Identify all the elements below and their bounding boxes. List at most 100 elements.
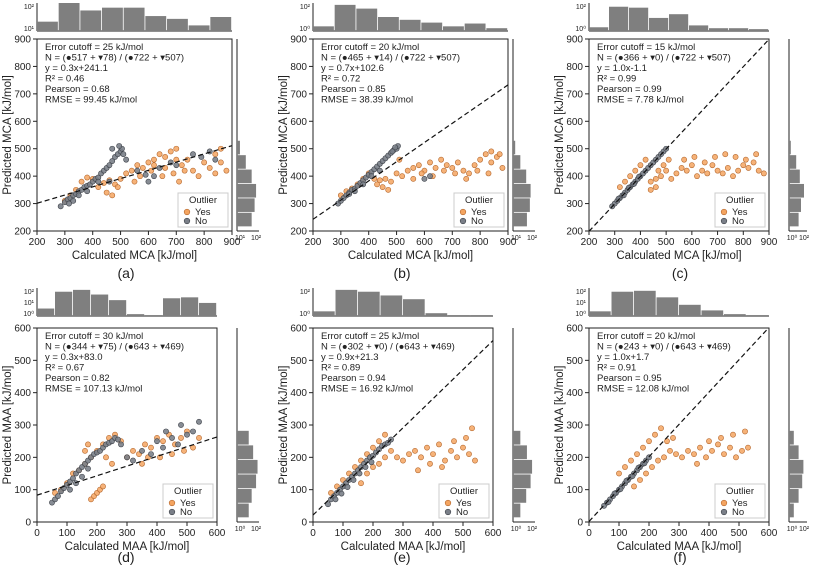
x-tick-label: 0 <box>586 528 592 539</box>
x-tick-label: 400 <box>701 528 718 539</box>
point-outlier-yes <box>745 444 751 451</box>
x-tick-label: 300 <box>333 237 350 248</box>
stat-r2: R² = 0.67 <box>45 363 84 374</box>
point-outlier-yes <box>178 435 184 441</box>
side-hist-tick-label: 10² <box>251 526 262 533</box>
y-tick-label: 400 <box>290 172 307 183</box>
side-hist-bar <box>789 169 800 184</box>
side-hist-tick-label: 10⁰ <box>787 234 798 242</box>
side-hist-bar <box>237 155 246 169</box>
top-hist-bar <box>701 310 724 316</box>
point-outlier-yes <box>683 167 690 174</box>
x-tick-label: 800 <box>196 237 213 248</box>
point-outlier-yes <box>128 167 135 174</box>
y-tick-label: 300 <box>290 199 307 210</box>
point-outlier-yes <box>130 447 136 454</box>
point-outlier-no <box>109 158 116 164</box>
point-outlier-yes <box>399 173 406 180</box>
point-outlier-yes <box>139 460 145 467</box>
legend-yes-marker <box>183 208 191 216</box>
point-outlier-yes <box>145 159 152 166</box>
side-hist-bar <box>237 183 257 198</box>
point-outlier-yes <box>673 451 679 457</box>
panel-label: (e) <box>393 549 410 565</box>
side-hist-bar <box>237 459 258 474</box>
x-tick-label: 400 <box>149 528 166 539</box>
point-outlier-yes <box>95 184 102 191</box>
point-outlier-yes <box>103 189 110 196</box>
side-hist-tick-label: 10¹ <box>235 235 246 242</box>
legend-no-marker <box>183 217 191 225</box>
side-hist-bar <box>789 155 797 169</box>
point-outlier-yes <box>691 154 698 160</box>
point-outlier-no <box>55 493 61 500</box>
stat-pearson: Pearson = 0.68 <box>45 84 110 95</box>
point-outlier-yes <box>400 457 406 464</box>
point-outlier-yes <box>622 464 628 470</box>
point-outlier-yes <box>196 435 202 441</box>
side-hist-tick-label: 10⁰ <box>787 525 798 533</box>
side-hist-bar <box>237 489 252 503</box>
y-tick-label: 200 <box>14 453 31 464</box>
y-tick-label: 0 <box>25 518 31 529</box>
point-outlier-yes <box>730 431 736 438</box>
point-outlier-yes <box>412 447 418 454</box>
stat-fit: y = 0.9x+21.3 <box>321 352 379 363</box>
y-tick-label: 300 <box>566 421 583 432</box>
legend-no-label: No <box>456 507 468 518</box>
y-tick-label: 400 <box>14 388 31 399</box>
side-hist-tick-label: 10¹ <box>511 235 522 242</box>
top-hist-bar <box>448 315 470 316</box>
top-hist-bar <box>486 28 508 31</box>
side-hist-bar <box>513 198 530 212</box>
point-outlier-no <box>95 178 102 185</box>
panel-label: (b) <box>393 265 410 281</box>
legend-no-marker <box>168 508 176 516</box>
stat-cutoff: Error cutoff = 25 kJ/mol <box>321 331 419 342</box>
point-outlier-yes <box>131 178 138 185</box>
point-outlier-yes <box>730 173 736 180</box>
point-outlier-yes <box>655 457 661 464</box>
point-outlier-yes <box>724 165 731 171</box>
top-hist-bar <box>181 297 199 316</box>
point-outlier-yes <box>460 444 466 451</box>
point-outlier-yes <box>151 162 157 169</box>
top-hist-bar <box>73 289 91 316</box>
point-outlier-no <box>641 460 648 467</box>
point-outlier-yes <box>622 178 628 185</box>
x-tick-label: 500 <box>731 528 748 539</box>
legend-no-label: No <box>732 507 744 518</box>
point-outlier-yes <box>727 444 733 451</box>
top-hist-bar <box>80 10 102 31</box>
y-tick-label: 700 <box>566 89 583 100</box>
scatter-points <box>57 143 230 210</box>
point-outlier-yes <box>82 447 88 454</box>
point-outlier-no <box>427 173 433 180</box>
fit-line <box>589 39 769 231</box>
top-hist-bar <box>470 315 493 316</box>
top-hist-bar <box>611 291 634 316</box>
point-outlier-no <box>115 436 121 443</box>
y-tick-label: 400 <box>566 388 583 399</box>
point-outlier-yes <box>439 464 445 470</box>
legend-no-label: No <box>195 216 207 227</box>
y-tick-label: 600 <box>14 324 31 335</box>
top-hist-bar <box>403 299 425 316</box>
point-outlier-yes <box>151 156 157 163</box>
point-outlier-yes <box>631 483 637 490</box>
legend-no-label: No <box>732 216 744 227</box>
side-histogram: 10⁰ 10² <box>787 39 810 242</box>
top-hist-bar <box>443 26 464 31</box>
x-tick-label: 700 <box>168 237 185 248</box>
top-hist-tick-label: 10⁰ <box>575 310 586 318</box>
side-hist-tick-label: 10² <box>799 235 810 242</box>
top-hist-bar <box>335 289 358 316</box>
y-axis-label: Predicted MCA [kJ/mol] <box>2 75 14 195</box>
point-outlier-yes <box>376 438 382 445</box>
top-hist-tick-label: 10¹ <box>24 26 35 33</box>
x-tick-label: 200 <box>641 528 658 539</box>
legend-title: Outlier <box>465 195 493 206</box>
top-hist-bar <box>634 290 656 316</box>
top-hist-tick-label: 10⁰ <box>299 25 310 33</box>
point-outlier-yes <box>451 438 457 445</box>
